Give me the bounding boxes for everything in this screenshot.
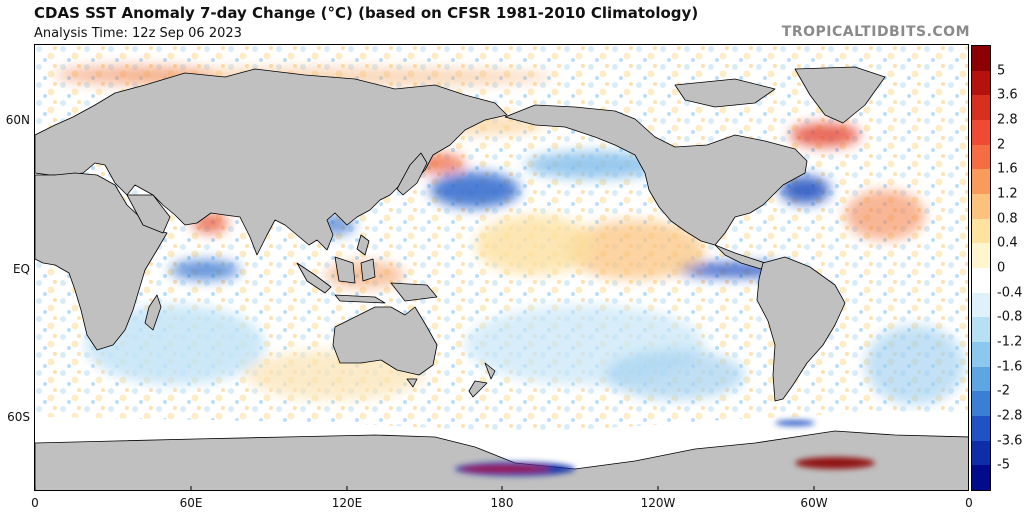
arctic-islands-land (674, 78, 776, 108)
colorbar-segment (972, 292, 990, 318)
lon-label-60e: 60E (179, 496, 203, 510)
colorbar-label: 3.6 (997, 87, 1018, 103)
colorbar-segment (972, 243, 990, 269)
map-title: CDAS SST Anomaly 7-day Change (°C) (base… (34, 4, 699, 22)
colorbar-segment (972, 144, 990, 170)
colorbar-label: -0.8 (997, 309, 1023, 325)
maritime-continent-land (296, 234, 438, 304)
analysis-time: Analysis Time: 12z Sep 06 2023 (34, 26, 242, 41)
anomaly-field (55, 65, 965, 405)
colorbar-segment (972, 194, 990, 220)
colorbar-label: 0 (997, 260, 1006, 276)
colorbar-label: 1.2 (997, 186, 1018, 202)
colorbar-segment (972, 391, 990, 417)
landmasses (35, 66, 968, 490)
lat-label-eq: EQ (12, 262, 30, 276)
tasmania-land (406, 378, 418, 388)
lat-label-60s: 60S (7, 410, 30, 424)
lon-ticks (35, 486, 815, 490)
colorbar-segment (972, 440, 990, 466)
brand-watermark: TROPICALTIDBITS.COM (781, 24, 970, 40)
antarctic-anomalies (455, 420, 875, 476)
africa-land (35, 172, 168, 351)
colorbar-segment (972, 218, 990, 244)
colorbar-label: 1.6 (997, 161, 1018, 177)
lon-label-120w: 120W (640, 496, 676, 510)
sst-anomaly-map (34, 44, 969, 491)
madagascar-land (144, 294, 162, 331)
arabia-land (126, 194, 171, 234)
colorbar-segment (972, 95, 990, 121)
map-canvas (35, 45, 968, 490)
colorbar-segment (972, 169, 990, 195)
colorbar-label: 2.8 (997, 112, 1018, 128)
colorbar-label: 2 (997, 137, 1006, 153)
colorbar-label: -1.6 (997, 359, 1023, 375)
lon-label-0-right: 0 (965, 496, 973, 510)
japan-land (396, 152, 428, 196)
colorbar-segment (972, 465, 990, 491)
colorbar (971, 45, 991, 491)
north-america-land (504, 104, 808, 246)
lon-label-0: 0 (31, 496, 39, 510)
greenland-land (794, 66, 886, 124)
australia-land (332, 306, 438, 376)
lon-label-120e: 120E (331, 496, 363, 510)
colorbar-label: -2.8 (997, 408, 1023, 424)
antarctica-land (35, 430, 968, 490)
colorbar-segment (972, 366, 990, 392)
lat-label-60n: 60N (5, 113, 30, 127)
colorbar-label: -2 (997, 383, 1010, 399)
colorbar-segment (972, 70, 990, 96)
colorbar-label: -3.6 (997, 433, 1023, 449)
colorbar-label: 5 (997, 63, 1006, 79)
colorbar-segment (972, 317, 990, 343)
colorbar-label: 0.8 (997, 211, 1018, 227)
eurasia-land (35, 68, 508, 256)
colorbar-label: 0.4 (997, 235, 1018, 251)
colorbar-segment (972, 120, 990, 146)
south-america-land (756, 256, 846, 402)
new-zealand-land (468, 362, 496, 398)
colorbar-segment (972, 416, 990, 442)
lon-label-60w: 60W (800, 496, 828, 510)
colorbar-label: -5 (997, 457, 1010, 473)
colorbar-segment (972, 268, 990, 294)
colorbar-label: -0.4 (997, 285, 1023, 301)
colorbar-segment (972, 342, 990, 368)
colorbar-label: -1.2 (997, 334, 1023, 350)
lon-label-180: 180 (490, 496, 514, 510)
colorbar-segment (972, 46, 990, 72)
